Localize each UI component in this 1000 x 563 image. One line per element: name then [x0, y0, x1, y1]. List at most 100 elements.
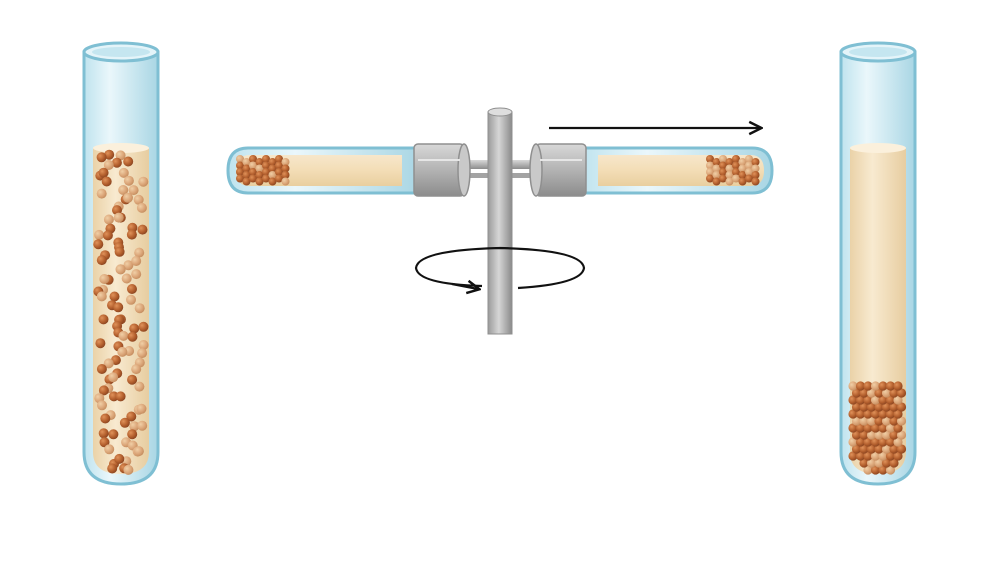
- particle: [732, 155, 740, 163]
- particle: [118, 185, 129, 195]
- particle: [878, 451, 888, 461]
- particle: [893, 381, 903, 391]
- particle: [874, 430, 884, 440]
- particle: [123, 156, 134, 167]
- particle: [855, 381, 866, 391]
- particle: [242, 171, 251, 179]
- particle: [896, 388, 907, 398]
- centrifuge-tube-left: [226, 146, 422, 195]
- particle: [893, 395, 903, 405]
- particle: [103, 160, 114, 170]
- particle: [123, 260, 134, 271]
- particle: [96, 152, 107, 163]
- particle: [863, 381, 873, 391]
- particle: [268, 164, 277, 173]
- particle: [255, 164, 264, 173]
- particle: [751, 164, 760, 173]
- particle: [859, 430, 869, 440]
- particle: [97, 400, 107, 411]
- particle: [262, 161, 270, 170]
- particle: [712, 177, 721, 186]
- particle: [719, 161, 727, 170]
- particle: [127, 429, 138, 440]
- particle: [745, 161, 753, 170]
- tube-holder-right: [529, 143, 587, 197]
- particle: [249, 168, 257, 176]
- particle: [281, 177, 290, 186]
- particle: [99, 437, 110, 448]
- particle: [712, 164, 721, 173]
- particle: [738, 164, 747, 173]
- particle: [848, 395, 858, 405]
- particle: [878, 409, 888, 419]
- particle: [863, 423, 873, 433]
- particle: [262, 155, 270, 163]
- particle: [115, 391, 126, 402]
- particle: [98, 428, 109, 439]
- particle: [870, 423, 881, 433]
- particle: [137, 224, 148, 235]
- particle: [712, 171, 721, 179]
- particle: [732, 161, 740, 170]
- particle: [123, 464, 134, 475]
- particle: [236, 155, 244, 163]
- particle: [100, 413, 111, 424]
- centrifuge: [226, 107, 774, 335]
- particle: [893, 423, 903, 433]
- particle: [870, 451, 881, 461]
- particle: [236, 174, 244, 183]
- particle: [859, 388, 869, 398]
- centrifuge-rotor-icon: [487, 111, 513, 335]
- particle: [848, 423, 858, 433]
- particle: [851, 388, 862, 398]
- particle: [98, 167, 109, 178]
- particle: [119, 417, 130, 428]
- particle: [128, 185, 139, 196]
- particle: [896, 430, 907, 440]
- particle: [893, 437, 903, 447]
- particle: [268, 171, 277, 179]
- particle: [881, 458, 892, 468]
- particle: [859, 444, 869, 454]
- particle: [127, 331, 138, 342]
- particle: [104, 149, 115, 160]
- particle: [851, 430, 862, 440]
- particle: [236, 168, 244, 176]
- particle: [863, 395, 873, 405]
- particle: [96, 364, 107, 374]
- particle: [236, 161, 244, 170]
- particle: [848, 451, 858, 461]
- particle: [896, 402, 907, 412]
- particle: [885, 451, 896, 461]
- tube-holder-left: [413, 143, 471, 197]
- particle: [881, 402, 892, 412]
- particle: [732, 174, 740, 183]
- particle: [848, 409, 858, 419]
- particle: [134, 247, 145, 258]
- particle: [893, 451, 903, 461]
- particle: [889, 444, 899, 454]
- particle: [745, 174, 753, 183]
- particle: [102, 230, 113, 241]
- particle: [863, 437, 873, 447]
- particle: [129, 323, 140, 334]
- particle: [889, 458, 899, 468]
- particle: [249, 155, 257, 163]
- particle: [131, 364, 142, 375]
- particle: [133, 194, 144, 205]
- particle: [855, 423, 866, 433]
- particle: [874, 388, 884, 398]
- particle: [114, 453, 125, 464]
- pellet-particles: [848, 381, 907, 475]
- particle: [255, 177, 264, 186]
- particle: [863, 409, 873, 419]
- particle: [855, 395, 866, 405]
- particle: [896, 416, 907, 426]
- particle: [881, 444, 892, 454]
- particle: [706, 161, 714, 170]
- particle: [885, 423, 896, 433]
- particle: [136, 403, 147, 414]
- particle: [101, 176, 112, 187]
- particle: [855, 409, 866, 419]
